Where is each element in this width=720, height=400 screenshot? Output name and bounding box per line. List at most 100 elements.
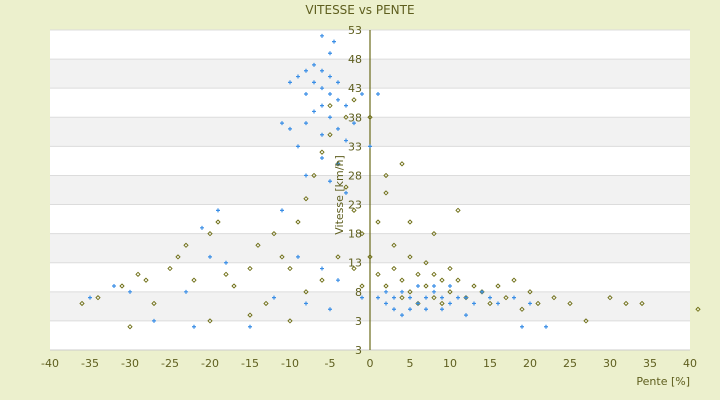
data-point-diamond (407, 289, 413, 295)
data-point-diamond (639, 300, 645, 307)
data-point-diamond (455, 277, 461, 283)
data-point-plus (216, 208, 220, 213)
data-point-plus (344, 138, 348, 143)
x-tick-label: 30 (603, 357, 617, 370)
data-point-diamond (447, 289, 453, 295)
x-tick-label: -10 (281, 357, 299, 370)
data-point-plus (320, 86, 324, 91)
data-point-plus (400, 289, 404, 294)
data-point-plus (512, 295, 516, 300)
data-point-plus (112, 284, 116, 288)
data-point-plus (248, 324, 252, 329)
data-point-diamond (351, 97, 357, 103)
data-point-plus (464, 313, 468, 318)
x-tick-label: -30 (121, 357, 139, 370)
y-axis-label: Vitesse [km/h] (333, 155, 346, 235)
data-point-plus (376, 92, 380, 96)
data-point-diamond (423, 260, 429, 266)
data-point-plus (88, 295, 92, 300)
data-point-diamond (263, 300, 269, 307)
chart-title: VITESSE vs PENTE (305, 3, 414, 17)
data-point-diamond (319, 277, 325, 283)
data-point-plus (336, 161, 340, 166)
data-point-plus (400, 313, 404, 318)
data-point-plus (336, 80, 340, 85)
data-point-plus (488, 295, 492, 300)
x-tick-label: 15 (483, 357, 497, 370)
y-tick-label: 8 (355, 286, 362, 299)
data-point-diamond (247, 312, 253, 318)
data-point-diamond (391, 242, 397, 248)
x-tick-label: 10 (443, 357, 457, 370)
data-point-diamond (295, 219, 301, 225)
x-tick-label: 35 (643, 357, 657, 370)
data-point-diamond (695, 306, 701, 312)
data-point-plus (520, 324, 524, 329)
data-point-plus (424, 295, 428, 300)
data-point-diamond (343, 184, 349, 190)
data-point-plus (456, 295, 460, 300)
y-tick-label: 3 (355, 344, 362, 357)
x-tick-labels: -40 -35 -30 -25 -20 -15 -10 -5 0 5 10 15 20 25 30 35 40 (41, 357, 697, 370)
data-point-diamond (287, 318, 293, 324)
data-point-diamond (351, 265, 357, 272)
x-tick-label: -35 (81, 357, 99, 370)
data-point-diamond (399, 161, 405, 167)
data-point-plus (328, 92, 332, 96)
data-point-diamond (351, 207, 357, 214)
data-point-diamond (207, 318, 213, 324)
data-point-diamond (175, 254, 181, 260)
data-point-plus (408, 295, 412, 300)
data-point-diamond (583, 318, 589, 324)
data-point-plus (392, 295, 396, 300)
data-point-diamond (383, 172, 389, 179)
x-tick-label: -5 (325, 357, 336, 370)
data-point-diamond (303, 196, 309, 202)
data-point-plus (528, 301, 532, 306)
x-tick-label: 40 (683, 357, 697, 370)
data-point-diamond (167, 265, 173, 272)
data-point-plus (480, 289, 484, 294)
data-point-diamond (151, 300, 157, 307)
x-tick-label: -20 (201, 357, 219, 370)
data-point-plus (416, 284, 420, 288)
data-point-plus (392, 307, 396, 312)
y-tick-label: 38 (348, 111, 362, 124)
data-point-plus (320, 266, 324, 271)
data-point-plus (408, 307, 412, 312)
data-point-diamond (383, 283, 389, 289)
data-point-plus (304, 68, 308, 73)
data-point-diamond (311, 172, 317, 179)
data-point-plus (464, 295, 468, 300)
data-point-plus (320, 103, 324, 108)
data-point-diamond (343, 114, 349, 120)
data-point-plus (368, 144, 372, 149)
data-point-plus (472, 301, 476, 306)
data-point-diamond (535, 300, 541, 307)
data-point-diamond (431, 230, 437, 237)
data-point-diamond (431, 271, 437, 278)
data-point-plus (320, 132, 324, 137)
data-point-diamond (487, 300, 493, 307)
data-point-diamond (503, 294, 509, 301)
data-point-diamond (207, 230, 213, 237)
data-point-plus (208, 254, 212, 259)
data-point-plus (304, 301, 308, 306)
data-point-diamond (415, 271, 421, 278)
data-point-plus (376, 295, 380, 300)
data-point-diamond (319, 149, 325, 155)
data-point-diamond (247, 265, 253, 272)
data-point-plus (416, 301, 420, 306)
data-point-plus (424, 307, 428, 312)
data-point-diamond (135, 271, 141, 278)
data-point-plus (344, 103, 348, 108)
data-point-plus (336, 278, 340, 283)
x-axis-label: Pente [%] (636, 375, 690, 388)
data-point-plus (384, 289, 388, 294)
data-point-plus (360, 92, 364, 96)
x-tick-label: -15 (241, 357, 259, 370)
data-point-diamond (511, 277, 517, 283)
data-point-diamond (447, 265, 453, 272)
y-tick-label: 18 (348, 228, 362, 241)
